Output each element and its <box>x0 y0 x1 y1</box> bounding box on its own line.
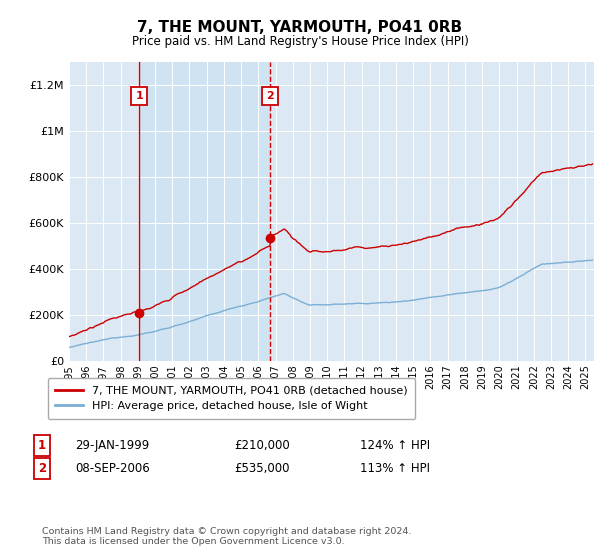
Text: 1: 1 <box>38 438 46 452</box>
Text: 2: 2 <box>266 91 274 101</box>
Text: Contains HM Land Registry data © Crown copyright and database right 2024.
This d: Contains HM Land Registry data © Crown c… <box>42 526 412 546</box>
Text: 113% ↑ HPI: 113% ↑ HPI <box>360 462 430 475</box>
Text: 29-JAN-1999: 29-JAN-1999 <box>75 438 149 452</box>
Text: £210,000: £210,000 <box>234 438 290 452</box>
Bar <box>139 62 270 361</box>
Text: 124% ↑ HPI: 124% ↑ HPI <box>360 438 430 452</box>
Text: 1: 1 <box>136 91 143 101</box>
Text: 7, THE MOUNT, YARMOUTH, PO41 0RB: 7, THE MOUNT, YARMOUTH, PO41 0RB <box>137 20 463 35</box>
Text: Price paid vs. HM Land Registry's House Price Index (HPI): Price paid vs. HM Land Registry's House … <box>131 35 469 48</box>
Text: 2: 2 <box>38 462 46 475</box>
Text: £535,000: £535,000 <box>234 462 290 475</box>
Legend: 7, THE MOUNT, YARMOUTH, PO41 0RB (detached house), HPI: Average price, detached : 7, THE MOUNT, YARMOUTH, PO41 0RB (detach… <box>47 378 415 419</box>
Text: 08-SEP-2006: 08-SEP-2006 <box>75 462 150 475</box>
